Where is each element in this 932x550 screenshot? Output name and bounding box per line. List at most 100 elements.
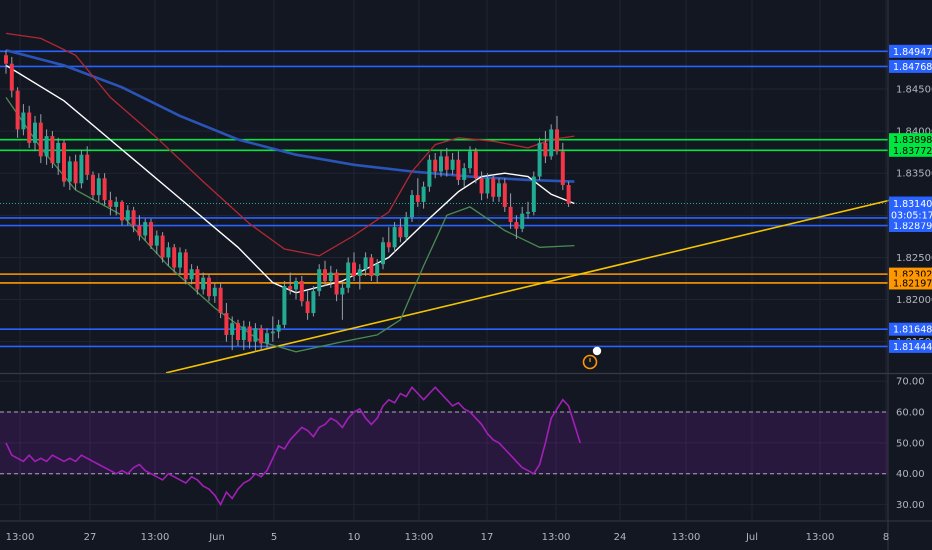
candle-89 [520, 206, 525, 233]
candle-15 [91, 171, 95, 201]
rsi-tick-4: 30.00 [896, 500, 925, 511]
level-label-0: 1.84947 [893, 47, 932, 58]
level-label-box-0 [889, 44, 932, 58]
candle-body-97 [566, 184, 571, 204]
trendline[interactable] [165, 198, 894, 374]
candle-body-46 [270, 331, 275, 334]
candle-body-69 [404, 217, 409, 238]
rsi-axis: 70.00 60.00 50.00 40.00 30.00 [896, 377, 925, 511]
level-label-5: 1.82879 [893, 221, 932, 232]
candle-body-85 [497, 183, 501, 197]
candle-body-14 [85, 154, 90, 175]
rsi-tick-0: 70.00 [896, 377, 925, 388]
time-tick-13: 8 [883, 532, 889, 543]
level-label-box-3 [889, 143, 932, 157]
candle-body-12 [73, 161, 78, 184]
candle-body-68 [398, 227, 403, 238]
alert-marker[interactable] [582, 346, 602, 370]
candle-3 [21, 104, 26, 136]
candle-38 [224, 302, 229, 342]
candle-body-5 [33, 122, 37, 143]
candle-61 [357, 264, 362, 290]
candle-22 [131, 206, 136, 233]
time-tick-7: 17 [481, 532, 494, 543]
candle-88 [514, 215, 519, 239]
candle-30 [178, 247, 182, 275]
level-lines[interactable] [0, 50, 888, 348]
candle-71 [415, 178, 420, 207]
candle-body-93 [543, 142, 548, 157]
candle-body-82 [479, 178, 484, 194]
candle-body-18 [108, 200, 113, 207]
candle-28 [166, 242, 171, 266]
candle-body-10 [62, 142, 66, 182]
candle-23 [137, 215, 142, 241]
candle-body-54 [317, 269, 322, 292]
candle-17 [102, 173, 107, 206]
rsi-line [5, 385, 581, 507]
candle-7 [44, 129, 49, 165]
candle-body-9 [56, 142, 61, 164]
candle-body-22 [131, 210, 136, 226]
candle-body-74 [433, 159, 438, 172]
candle-95 [555, 115, 559, 155]
candle-body-39 [230, 323, 235, 335]
time-tick-4: 5 [271, 532, 277, 543]
candle-34 [201, 272, 206, 295]
time-axis: 13:00 27 13:00 Jun 5 10 13:00 17 13:00 24 13:00 Jul… [6, 532, 890, 543]
candle-body-43 [253, 328, 258, 342]
candle-32 [189, 264, 194, 285]
candle-75 [439, 149, 443, 177]
clock-icon[interactable] [582, 354, 598, 370]
candle-body-13 [79, 154, 84, 184]
candle-body-57 [334, 272, 339, 295]
alert-badge-icon [592, 346, 602, 356]
candle-body-71 [415, 195, 420, 202]
time-tick-8: 13:00 [542, 532, 571, 543]
candle-body-20 [120, 201, 124, 221]
candle-body-16 [96, 178, 101, 196]
candle-20 [120, 200, 124, 226]
candle-body-27 [160, 235, 165, 258]
candle-body-4 [27, 112, 32, 143]
candle-84 [491, 174, 496, 202]
candle-body-73 [427, 159, 432, 187]
candle-body-36 [212, 287, 217, 297]
candle-body-88 [514, 222, 519, 229]
candle-body-56 [328, 272, 333, 282]
candle-77 [450, 152, 455, 175]
candle-body-52 [305, 301, 310, 314]
candle-25 [149, 218, 153, 250]
candle-body-59 [346, 262, 351, 288]
candle-body-81 [473, 151, 478, 179]
candle-body-53 [311, 291, 316, 314]
time-tick-9: 24 [614, 532, 627, 543]
candle-96 [560, 142, 565, 191]
candle-body-67 [392, 227, 397, 248]
candle-90 [526, 201, 530, 219]
candle-body-47 [276, 324, 281, 332]
candle-body-34 [201, 277, 206, 290]
level-label-box-8 [889, 322, 932, 336]
candle-body-87 [508, 206, 513, 223]
level-label-box-7 [889, 276, 932, 290]
time-tick-1: 27 [84, 532, 97, 543]
candle-body-0 [4, 55, 8, 64]
candle-97 [566, 181, 571, 207]
candle-body-30 [178, 252, 182, 268]
candle-0 [4, 50, 8, 74]
candle-31 [183, 249, 188, 285]
candle-body-21 [125, 210, 130, 221]
candle-12 [73, 154, 78, 191]
candle-51 [299, 275, 304, 307]
candle-4 [27, 105, 32, 148]
candle-52 [305, 291, 310, 320]
candle-body-1 [9, 63, 14, 91]
candle-body-15 [91, 174, 95, 196]
candle-73 [427, 154, 432, 192]
candle-body-61 [357, 269, 362, 276]
candle-85 [497, 178, 501, 202]
candle-56 [328, 265, 333, 288]
